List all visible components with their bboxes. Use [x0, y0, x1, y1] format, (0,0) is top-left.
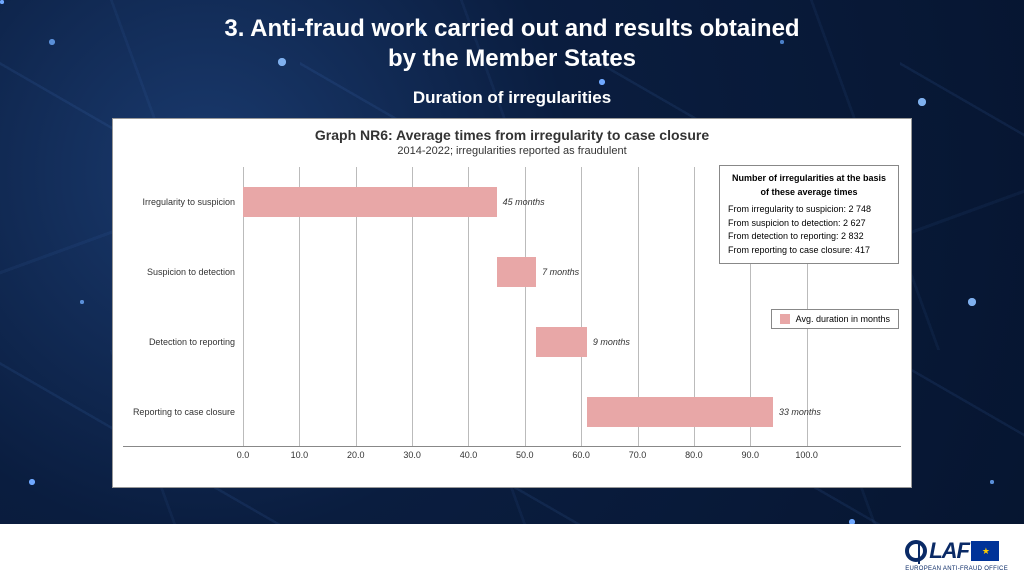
title-line-1: 3. Anti-fraud work carried out and resul… — [224, 15, 799, 42]
category-label: Reporting to case closure — [123, 407, 241, 417]
x-tick-label: 0.0 — [237, 450, 250, 460]
x-tick-label: 40.0 — [460, 450, 478, 460]
x-tick-label: 60.0 — [572, 450, 590, 460]
slide-subtitle: Duration of irregularities — [0, 88, 1024, 108]
x-tick-label: 80.0 — [685, 450, 703, 460]
legend-swatch — [780, 314, 790, 324]
x-tick-label: 30.0 — [403, 450, 421, 460]
bar-value-label: 9 months — [593, 337, 630, 347]
bar — [497, 257, 536, 287]
olaf-logo: LAF ★ EUROPEAN ANTI-FRAUD OFFICE — [905, 538, 1008, 572]
title-line-2: by the Member States — [388, 45, 636, 72]
bar — [587, 397, 773, 427]
x-tick-label: 10.0 — [291, 450, 309, 460]
info-box: Number of irregularities at the basis of… — [719, 165, 899, 264]
chart-row: Reporting to case closure 33 months — [123, 377, 901, 447]
slide-title: 3. Anti-fraud work carried out and resul… — [0, 0, 1024, 74]
info-box-line: From suspicion to detection: 2 627 — [728, 217, 890, 231]
footer-bar: LAF ★ EUROPEAN ANTI-FRAUD OFFICE — [0, 524, 1024, 576]
x-tick-label: 50.0 — [516, 450, 534, 460]
info-box-line: From reporting to case closure: 417 — [728, 244, 890, 258]
info-box-line: From irregularity to suspicion: 2 748 — [728, 203, 890, 217]
olaf-o-icon — [905, 540, 927, 562]
legend-label: Avg. duration in months — [796, 314, 890, 324]
bar-value-label: 7 months — [542, 267, 579, 277]
bar — [536, 327, 587, 357]
olaf-subtitle: EUROPEAN ANTI-FRAUD OFFICE — [905, 566, 1008, 572]
eu-flag-icon: ★ — [971, 541, 999, 561]
chart-subtitle: 2014-2022; irregularities reported as fr… — [123, 145, 901, 157]
x-tick-label: 100.0 — [795, 450, 818, 460]
legend: Avg. duration in months — [771, 309, 899, 329]
category-label: Detection to reporting — [123, 337, 241, 347]
chart-title: Graph NR6: Average times from irregulari… — [123, 127, 901, 143]
x-tick-label: 20.0 — [347, 450, 365, 460]
bar — [243, 187, 497, 217]
info-box-line: From detection to reporting: 2 832 — [728, 230, 890, 244]
x-tick-label: 90.0 — [742, 450, 760, 460]
bar-value-label: 45 months — [503, 197, 545, 207]
olaf-text: LAF — [929, 538, 969, 564]
x-tick-label: 70.0 — [629, 450, 647, 460]
bar-value-label: 33 months — [779, 407, 821, 417]
chart-container: Graph NR6: Average times from irregulari… — [112, 118, 912, 488]
category-label: Irregularity to suspicion — [123, 197, 241, 207]
category-label: Suspicion to detection — [123, 267, 241, 277]
info-box-title: Number of irregularities at the basis of… — [728, 172, 890, 199]
